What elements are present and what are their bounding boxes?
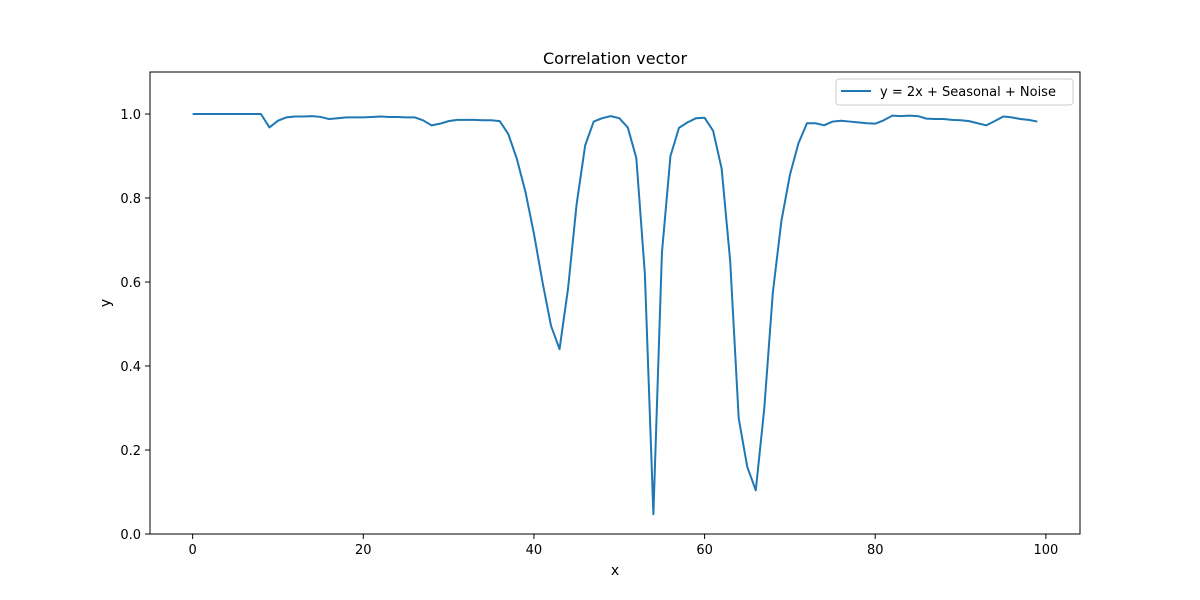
chart-title: Correlation vector — [543, 49, 687, 68]
y-tick-label: 0.2 — [120, 444, 141, 459]
axes-frame — [149, 71, 1081, 535]
axis-ticks: 0 20 40 60 80 100 0.0 0.2 0.4 0.6 0.8 1.0 — [120, 108, 1058, 558]
y-tick-label: 0.6 — [120, 276, 141, 291]
x-tick-label: 20 — [355, 543, 372, 558]
y-tick-label: 1.0 — [120, 108, 141, 123]
legend-label-series-1: y = 2x + Seasonal + Noise — [880, 85, 1056, 100]
y-tick-label: 0.8 — [120, 192, 141, 207]
x-axis-label: x — [611, 563, 619, 579]
x-tick-label: 40 — [526, 543, 543, 558]
plot-area — [192, 113, 1038, 516]
series-line-1 — [192, 113, 1038, 516]
y-axis-label: y — [98, 299, 114, 307]
y-tick-label: 0.0 — [120, 528, 141, 543]
x-tick-label: 0 — [189, 543, 197, 558]
legend: y = 2x + Seasonal + Noise — [835, 78, 1074, 106]
x-tick-label: 60 — [696, 543, 713, 558]
y-tick-label: 0.4 — [120, 360, 141, 375]
x-tick-label: 80 — [867, 543, 884, 558]
x-tick-label: 100 — [1033, 543, 1058, 558]
legend-box — [835, 78, 1074, 106]
